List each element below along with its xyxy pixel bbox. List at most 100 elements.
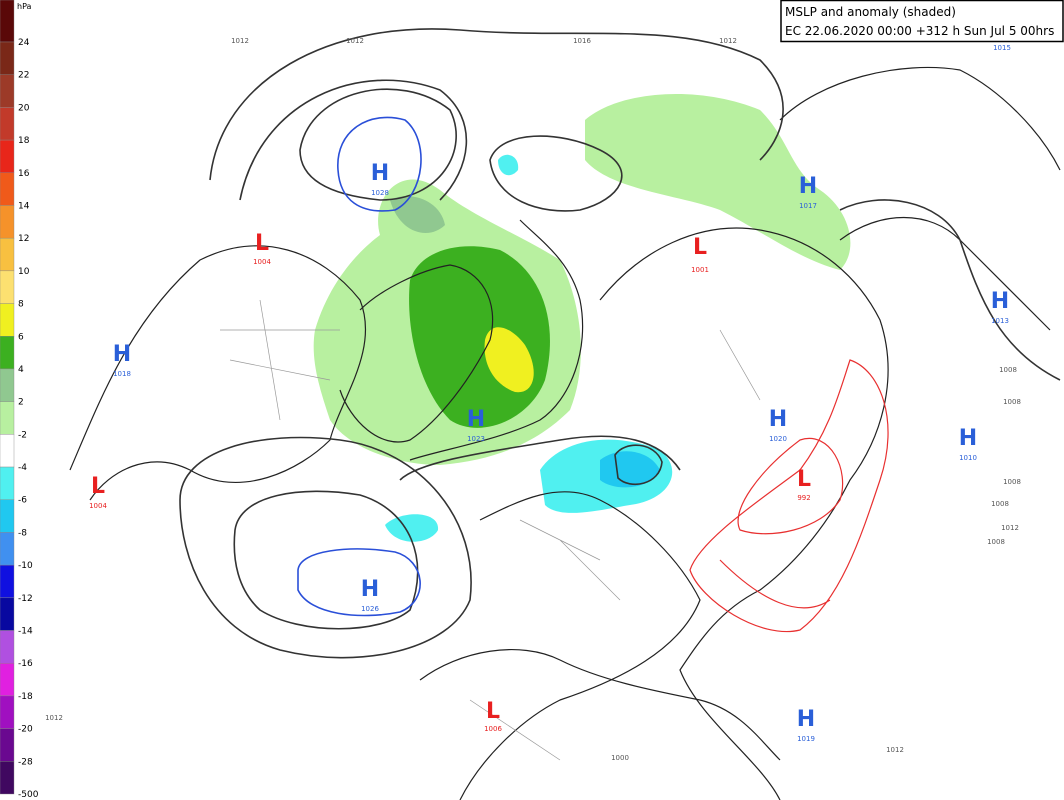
colorbar-label: -18 [18,692,33,702]
isobars [179,28,1061,659]
colorbar-cell [0,630,15,664]
center-symbol: L [486,699,500,724]
center-symbol: H [467,407,485,432]
colorbar-label: 22 [18,71,29,81]
center-value: 992 [797,494,810,502]
center-value: 1026 [361,605,379,613]
center-value: 1006 [484,725,502,733]
colorbar-cell [0,597,15,631]
center-value: 1018 [113,370,131,378]
colorbar-label: 18 [18,136,30,146]
center-value: 1015 [993,44,1011,52]
center-symbol: H [799,174,817,199]
colorbar-label: -16 [18,659,33,669]
colorbar-cell [0,466,15,500]
anomaly-shading [313,93,851,542]
colorbar-cell [0,270,15,304]
contour-label: 1008 [991,500,1009,508]
center-symbol: L [91,474,105,499]
colorbar-label: 14 [18,201,30,211]
center-symbol: L [797,467,811,492]
center-symbol: H [113,342,131,367]
colorbar-cell [0,499,15,533]
colorbar-label: -500 [18,790,39,800]
center-value: 1010 [959,454,977,462]
colorbar-cell [0,139,15,173]
colorbar-cell [0,663,15,697]
colorbar-cell [0,74,15,108]
center-symbol: L [255,231,269,256]
colorbar-label: -14 [18,627,33,637]
colorbar-label: -10 [18,561,33,571]
colorbar-cell [0,401,15,435]
colorbar-cell [0,564,15,599]
colorbar: hPa 24 22 20 18 16 14 12 10 8 6 4 2 -2 -4 -6 -8 -10 -12 -1… [0,0,39,800]
colorbar-label: 6 [18,332,24,342]
center-value: 1023 [467,435,485,443]
colorbar-label: 4 [18,365,24,375]
center-value: 1004 [89,502,107,510]
contour-label: 1008 [987,538,1005,546]
contour-label: 1012 [45,714,63,722]
colorbar-cell [0,41,15,75]
colorbar-cell [0,761,15,795]
colorbar-label: -20 [18,725,33,735]
colorbar-cell [0,368,15,402]
title: MSLP and anomaly (shaded) [785,5,956,19]
center-value: 1019 [797,735,815,743]
center-value: 1004 [253,258,271,266]
contour-label: 1008 [999,366,1017,374]
colorbar-label: 24 [18,38,30,48]
subtitle: EC 22.06.2020 00:00 +312 h Sun Jul 5 00h… [785,24,1054,38]
contour-label: 1012 [231,37,249,45]
center-value: 1020 [769,435,787,443]
colorbar-label: -6 [18,496,27,506]
colorbar-cell [0,695,15,729]
colorbar-label: 20 [18,103,30,113]
coastlines [69,66,1061,800]
center-symbol: H [959,426,977,451]
colorbar-cell [0,0,15,43]
colorbar-label: 16 [18,169,30,179]
colorbar-label: -8 [18,528,27,538]
center-value: 1001 [691,266,709,274]
colorbar-cell [0,107,15,141]
colorbar-label: 10 [18,267,30,277]
center-symbol: L [693,235,707,260]
center-symbol: H [371,161,389,186]
colorbar-cell [0,728,15,762]
colorbar-cell [0,172,15,206]
colorbar-unit: hPa [17,2,32,11]
center-value: 1017 [799,202,817,210]
colorbar-label: 12 [18,234,29,244]
contour-label: 1008 [1003,478,1021,486]
pressure-centers: H 1028 L 1004 H 1018 H 1023 L 1004 H 102… [89,44,1011,743]
contour-label: 1016 [573,37,591,45]
contour-labels: 1012 1012 1016 1012 1008 1008 1008 1008 … [45,37,1021,762]
center-symbol: H [361,577,379,602]
center-symbol: H [797,707,815,732]
colorbar-label: -2 [18,430,27,440]
contour-label: 1008 [1003,398,1021,406]
contour-label: 1000 [611,754,629,762]
center-symbol: H [769,407,787,432]
colorbar-label: -4 [18,463,27,473]
colorbar-cell [0,434,15,468]
contour-label: 1012 [886,746,904,754]
colorbar-cell [0,237,15,272]
colorbar-cell [0,532,15,566]
contour-label: 1012 [346,37,364,45]
colorbar-label: 2 [18,398,24,408]
center-value: 1028 [371,189,389,197]
contour-label: 1012 [1001,524,1019,532]
low-contours [689,359,889,633]
colorbar-label: -28 [18,757,33,767]
colorbar-cell [0,205,15,239]
title-box: MSLP and anomaly (shaded) EC 22.06.2020 … [780,0,1064,43]
colorbar-label: 8 [18,300,24,310]
center-symbol: H [991,289,1009,314]
center-value: 1013 [991,317,1009,325]
colorbar-cell [0,336,15,370]
